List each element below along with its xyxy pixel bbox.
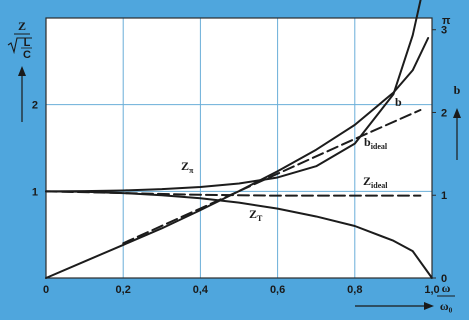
y-left-label-z: Z <box>18 19 26 33</box>
arrow-right-icon <box>424 302 434 310</box>
grid <box>45 17 433 279</box>
series-group <box>45 0 433 279</box>
tick-labels: 0 0,2 0,4 0,6 0,8 1,0 1 2 0 1 2 3π <box>32 15 451 296</box>
annotation-b: b <box>395 95 402 109</box>
y-right-label-b: b <box>454 83 461 97</box>
plot-frame <box>45 17 433 279</box>
arrow-up-icon <box>18 66 26 76</box>
x-tick-label: 0,8 <box>347 284 362 296</box>
sqrt-sign-icon <box>7 37 32 55</box>
series-b-line <box>45 36 430 279</box>
y-right-pi-label: π <box>442 15 451 27</box>
x-tick-label: 0,4 <box>193 284 209 296</box>
y-right-tick-label: 2 <box>441 107 447 119</box>
x-label-omega0: ω₀ <box>440 299 453 313</box>
x-label-omega: ω <box>442 281 451 295</box>
plot-area <box>46 18 432 278</box>
y-left-tick-label: 2 <box>32 100 38 112</box>
series-b-ideal-line <box>122 108 422 245</box>
series-z-ideal-line <box>45 190 422 197</box>
y-left-tick-label: 1 <box>32 186 38 198</box>
y-left-label-c: C <box>23 49 31 61</box>
y-right-tick-label: 0 <box>441 273 447 285</box>
arrow-up-icon <box>453 108 461 118</box>
x-tick-label: 0,2 <box>116 284 131 296</box>
x-tick-label: 0 <box>43 284 49 296</box>
x-tick-label: 0,6 <box>270 284 285 296</box>
y-right-tick-label: 3 <box>441 25 447 37</box>
y-left-label-l: L <box>24 37 31 49</box>
x-tick-label: 1,0 <box>424 284 439 296</box>
y-right-tick-label: 1 <box>441 190 447 202</box>
